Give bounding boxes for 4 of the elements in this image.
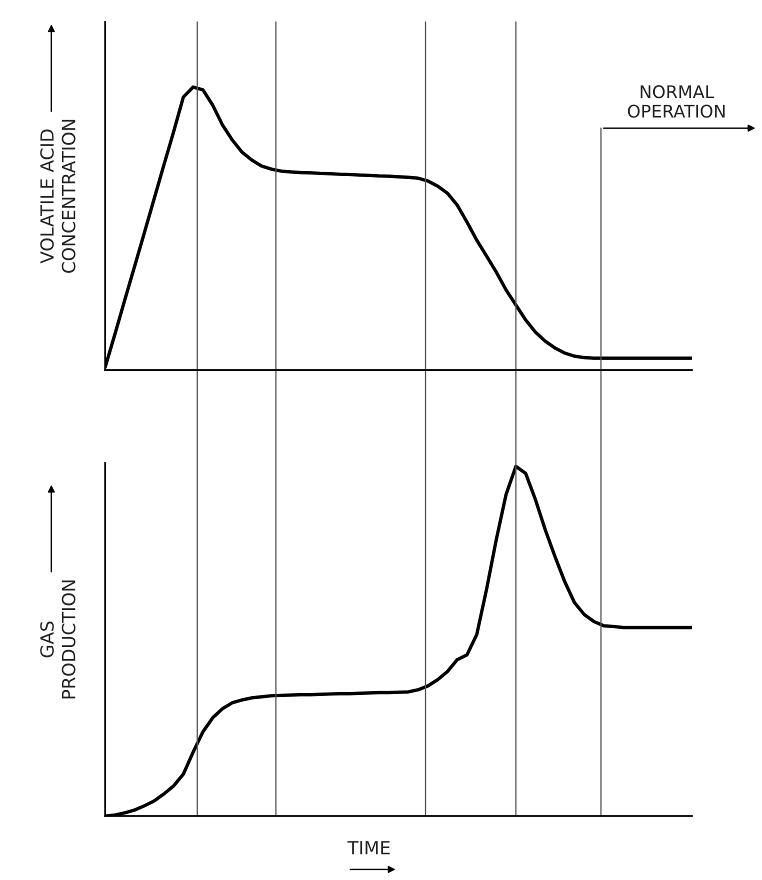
y-axis-title: VOLATILE ACID CONCENTRATION (40, 120, 76, 273)
annotation: NORMAL OPERATION (628, 85, 725, 118)
y-axis-title: GAS PRODUCTION (40, 580, 76, 698)
x-axis-title: TIME (347, 841, 390, 854)
